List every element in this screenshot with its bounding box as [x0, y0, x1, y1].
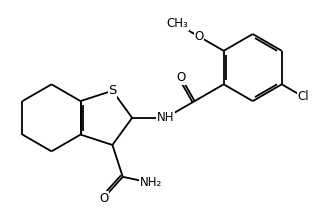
- Text: CH₃: CH₃: [166, 18, 188, 30]
- Text: S: S: [108, 84, 117, 97]
- Text: NH₂: NH₂: [140, 176, 162, 189]
- Text: NH: NH: [157, 111, 174, 124]
- Text: O: O: [99, 192, 108, 204]
- Text: O: O: [194, 30, 204, 43]
- Text: Cl: Cl: [298, 90, 309, 103]
- Text: O: O: [177, 71, 186, 84]
